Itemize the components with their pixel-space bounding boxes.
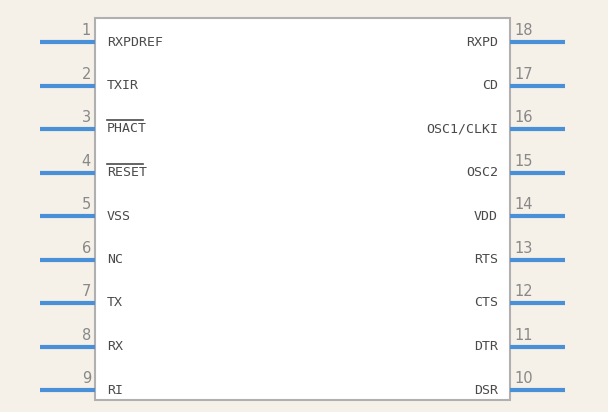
Text: 4: 4 — [81, 154, 91, 169]
Text: RX: RX — [107, 340, 123, 353]
Text: DSR: DSR — [474, 384, 498, 396]
Text: RTS: RTS — [474, 253, 498, 266]
Text: VDD: VDD — [474, 209, 498, 222]
Text: 8: 8 — [81, 328, 91, 342]
Text: 5: 5 — [81, 197, 91, 212]
Text: 16: 16 — [514, 110, 533, 125]
Text: TX: TX — [107, 297, 123, 309]
Text: VSS: VSS — [107, 209, 131, 222]
Text: RESET: RESET — [107, 166, 147, 179]
Text: 14: 14 — [514, 197, 533, 212]
Text: 11: 11 — [514, 328, 533, 342]
Text: 3: 3 — [82, 110, 91, 125]
Text: TXIR: TXIR — [107, 79, 139, 92]
Text: 9: 9 — [81, 371, 91, 386]
Text: 2: 2 — [81, 66, 91, 82]
Text: 18: 18 — [514, 23, 533, 38]
Text: 6: 6 — [81, 241, 91, 255]
Text: 7: 7 — [81, 284, 91, 299]
Bar — [95, 18, 510, 400]
Text: OSC1/CLKI: OSC1/CLKI — [426, 122, 498, 136]
Text: OSC2: OSC2 — [466, 166, 498, 179]
Text: 17: 17 — [514, 66, 533, 82]
Text: 1: 1 — [81, 23, 91, 38]
Text: CD: CD — [482, 79, 498, 92]
Text: 12: 12 — [514, 284, 533, 299]
Text: 15: 15 — [514, 154, 533, 169]
Text: 13: 13 — [514, 241, 533, 255]
Text: 10: 10 — [514, 371, 533, 386]
Text: DTR: DTR — [474, 340, 498, 353]
Text: RXPDREF: RXPDREF — [107, 35, 163, 49]
Text: CTS: CTS — [474, 297, 498, 309]
Text: RXPD: RXPD — [466, 35, 498, 49]
Text: NC: NC — [107, 253, 123, 266]
Text: PHACT: PHACT — [107, 122, 147, 136]
Text: RI: RI — [107, 384, 123, 396]
